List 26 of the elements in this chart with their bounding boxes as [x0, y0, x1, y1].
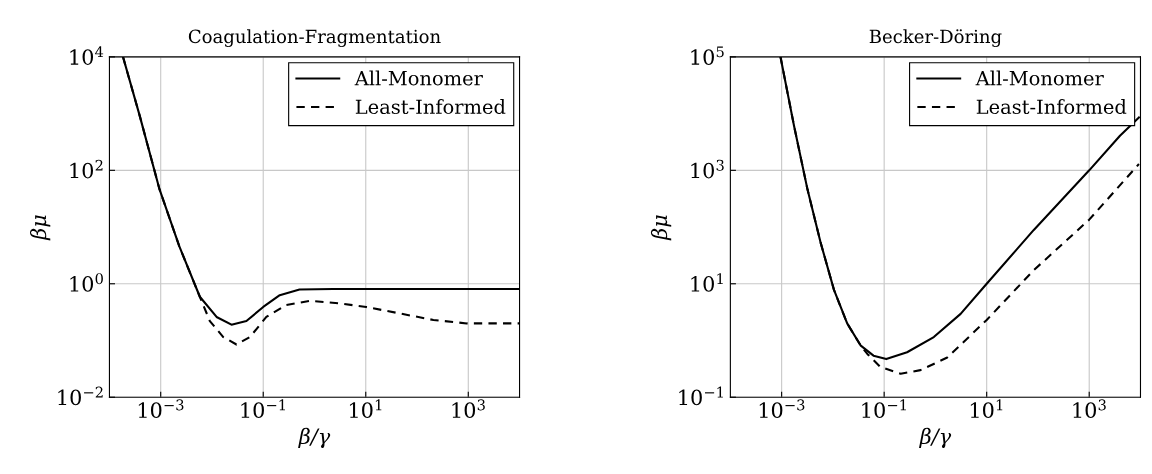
legend-label: All-Monomer	[975, 70, 1104, 86]
y-tick-label: 10$^{5}$	[691, 46, 724, 65]
x-tick-label: 10$^{−1}$	[862, 399, 906, 419]
x-tick-label: 10$^{−1}$	[241, 399, 285, 419]
x-axis-title: β/γ	[298, 427, 331, 449]
legend-label: Least-Informed	[976, 99, 1127, 115]
chart-title: Coagulation-Fragmentation	[188, 29, 441, 47]
x-tick-label: 10$^{−3}$	[138, 399, 184, 419]
y-tick-label: 10$^{−1}$	[679, 386, 723, 406]
x-tick-label: 10$^{3}$	[452, 399, 485, 419]
x-tick-label: 10$^{1}$	[349, 399, 382, 419]
chart-title: Becker-Döring	[869, 29, 1002, 47]
y-axis-title: βμ	[30, 215, 51, 241]
x-axis-title: β/γ	[919, 427, 952, 449]
y-tick-label: 10$^{−2}$	[58, 386, 103, 406]
x-tick-label: 10$^{1}$	[970, 399, 1003, 419]
legend-label: All-Monomer	[354, 70, 483, 86]
y-tick-label: 10$^{4}$	[70, 46, 104, 65]
y-axis-title: βμ	[650, 215, 672, 241]
x-tick-label: 10$^{3}$	[1073, 399, 1106, 419]
y-tick-label: 10$^{0}$	[70, 273, 103, 292]
legend-label: Least-Informed	[355, 99, 506, 115]
y-tick-label: 10$^{3}$	[691, 159, 724, 179]
y-tick-label: 10$^{1}$	[691, 273, 723, 292]
y-tick-label: 10$^{2}$	[70, 159, 103, 179]
x-tick-label: 10$^{−3}$	[759, 399, 805, 419]
